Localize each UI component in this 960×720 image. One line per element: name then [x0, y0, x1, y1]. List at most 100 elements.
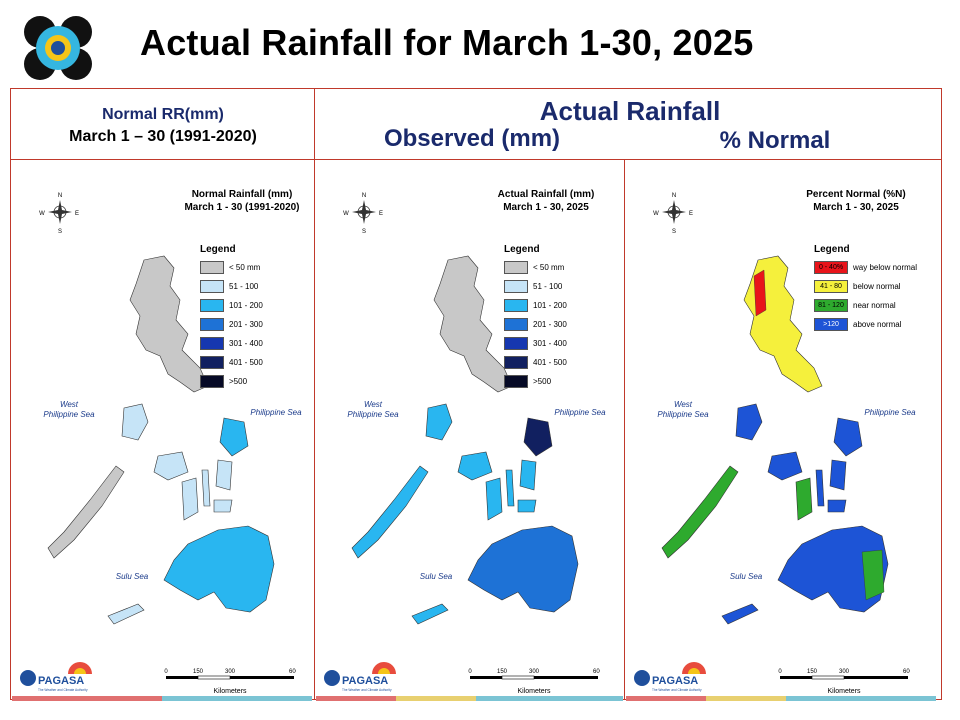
island-sulu: [411, 603, 449, 625]
compass-label-e: E: [689, 211, 693, 217]
compass-label-w: W: [653, 211, 659, 217]
legend-row: 201 - 300: [200, 317, 263, 332]
footer-bar-red-1: [12, 696, 162, 701]
compass-label-w: W: [343, 211, 349, 217]
pagasa-logo: PAGASA The Weather and Climate Authority: [18, 660, 104, 698]
legend-swatch: 81 - 120: [814, 299, 848, 312]
normal-header: Normal RR(mm) March 1 – 30 (1991-2020): [14, 104, 312, 148]
legend-swatch: 0 - 40%: [814, 261, 848, 274]
legend-swatch: [200, 280, 224, 293]
sea-label-sulu-sea: Sulu Sea: [419, 572, 453, 581]
map-title-line1: Actual Rainfall (mm): [497, 189, 595, 200]
pagasa-logo: PAGASA The Weather and Climate Authority: [322, 660, 408, 698]
legend-swatch: [200, 261, 224, 274]
compass-label-s: S: [58, 229, 62, 235]
scale-unit: Kilometers: [827, 688, 861, 695]
sea-label-philippine-sea: Philippine Sea: [554, 408, 606, 417]
philippines-map: N S E W: [343, 193, 579, 625]
legend-row: 401 - 500: [504, 355, 567, 370]
compass-rose-icon: N S E W: [343, 193, 383, 235]
island-mindoro: [121, 403, 149, 441]
scale-unit: Kilometers: [213, 688, 247, 695]
pagasa-logo-text: PAGASA: [38, 675, 84, 687]
island-mindanao: [777, 525, 889, 613]
island-negros: [181, 477, 199, 521]
legend-row: < 50 mm: [200, 260, 260, 275]
legend-label: < 50 mm: [229, 263, 261, 272]
sea-label-sulu-sea: Sulu Sea: [115, 572, 149, 581]
footer-bar-yellow-3: [706, 696, 786, 701]
philippines-map: N S E W: [653, 193, 889, 625]
legend-swatch: [200, 318, 224, 331]
map-title-line2: March 1 - 30 (1991-2020): [184, 202, 300, 213]
sea-label-west-philippine-sea: West Philippine Sea: [657, 400, 709, 419]
legend-row: 0 - 40% way below normal: [814, 260, 917, 275]
legend-label: 301 - 400: [229, 339, 263, 348]
island-samar: [523, 417, 553, 457]
sea-label-philippine-sea: Philippine Sea: [250, 408, 302, 417]
legend-label: 101 - 200: [229, 301, 263, 310]
scale-tick-label: 0: [468, 669, 472, 675]
scale-tick-label: 300: [225, 669, 236, 675]
pagasa-tagline: The Weather and Climate Authority: [652, 688, 702, 692]
legend-label: >500: [533, 377, 552, 386]
island-bohol: [827, 499, 847, 513]
island-luzon: [129, 255, 209, 393]
scale-tick-label: 150: [193, 669, 204, 675]
island-negros: [795, 477, 813, 521]
legend-swatch: [504, 337, 528, 350]
map-title-line1: Percent Normal (%N): [806, 189, 906, 200]
scale-tick-label: 0: [778, 669, 782, 675]
legend-swatch: [504, 299, 528, 312]
map-title-line2: March 1 - 30, 2025: [503, 202, 589, 213]
percent-normal-map-panel: N S E W Percent Normal (%N) March 1 - 30, 202…: [626, 160, 940, 698]
legend-swatch: [200, 375, 224, 388]
legend-label: above normal: [853, 320, 902, 329]
legend-title: Legend: [504, 244, 540, 255]
compass-label-n: N: [58, 193, 62, 199]
scale-tick-label: 150: [497, 669, 508, 675]
scale-bar: 0 150 300 600 Kilometers: [778, 666, 913, 698]
legend-swatch: [504, 356, 528, 369]
percent-normal-header: % Normal: [719, 127, 831, 154]
actual-rainfall-map-panel: N S E W Actual Rainfall (mm) March 1 - 30, 20…: [316, 160, 623, 698]
slide-title: Actual Rainfall for March 1-30, 2025: [140, 22, 754, 63]
normal-header-line1: Normal RR(mm): [102, 106, 224, 123]
compass-label-n: N: [362, 193, 366, 199]
sea-label-sulu-sea: Sulu Sea: [729, 572, 763, 581]
legend-row: 81 - 120 near normal: [814, 298, 896, 313]
pagasa-tagline: The Weather and Climate Authority: [342, 688, 392, 692]
legend-swatch: [504, 375, 528, 388]
island-mindoro: [735, 403, 763, 441]
compass-rose-icon: N S E W: [653, 193, 693, 235]
legend-swatch: [200, 356, 224, 369]
sea-label-philippine-sea: Philippine Sea: [864, 408, 916, 417]
legend-row: >500: [504, 374, 551, 389]
scale-unit: Kilometers: [517, 688, 551, 695]
map-title: Normal Rainfall (mm) March 1 - 30 (1991-2…: [172, 188, 312, 214]
legend-row: >500: [200, 374, 247, 389]
philippines-map: N S E W: [39, 193, 275, 625]
actual-rainfall-header: Actual Rainfall: [539, 96, 721, 126]
compass-label-e: E: [379, 211, 383, 217]
legend-row: 401 - 500: [200, 355, 263, 370]
map-title-line2: March 1 - 30, 2025: [813, 202, 899, 213]
legend-row: 41 - 80 below normal: [814, 279, 901, 294]
legend-title: Legend: [814, 244, 850, 255]
legend-row: 301 - 400: [504, 336, 567, 351]
island-sulu: [107, 603, 145, 625]
legend-row: 51 - 100: [200, 279, 258, 294]
scale-tick-label: 0: [164, 669, 168, 675]
island-leyte: [829, 459, 847, 491]
legend-swatch: [504, 280, 528, 293]
island-luzon-way-below-zone: [753, 269, 767, 317]
footer-bar-teal-1: [162, 696, 312, 701]
scale-tick-label: 600: [903, 669, 910, 675]
legend-label: below normal: [853, 282, 901, 291]
legend-label: < 50 mm: [533, 263, 565, 272]
island-sulu: [721, 603, 759, 625]
legend-row: 51 - 100: [504, 279, 562, 294]
island-panay: [153, 451, 189, 481]
legend-swatch: [200, 299, 224, 312]
island-bohol: [517, 499, 537, 513]
